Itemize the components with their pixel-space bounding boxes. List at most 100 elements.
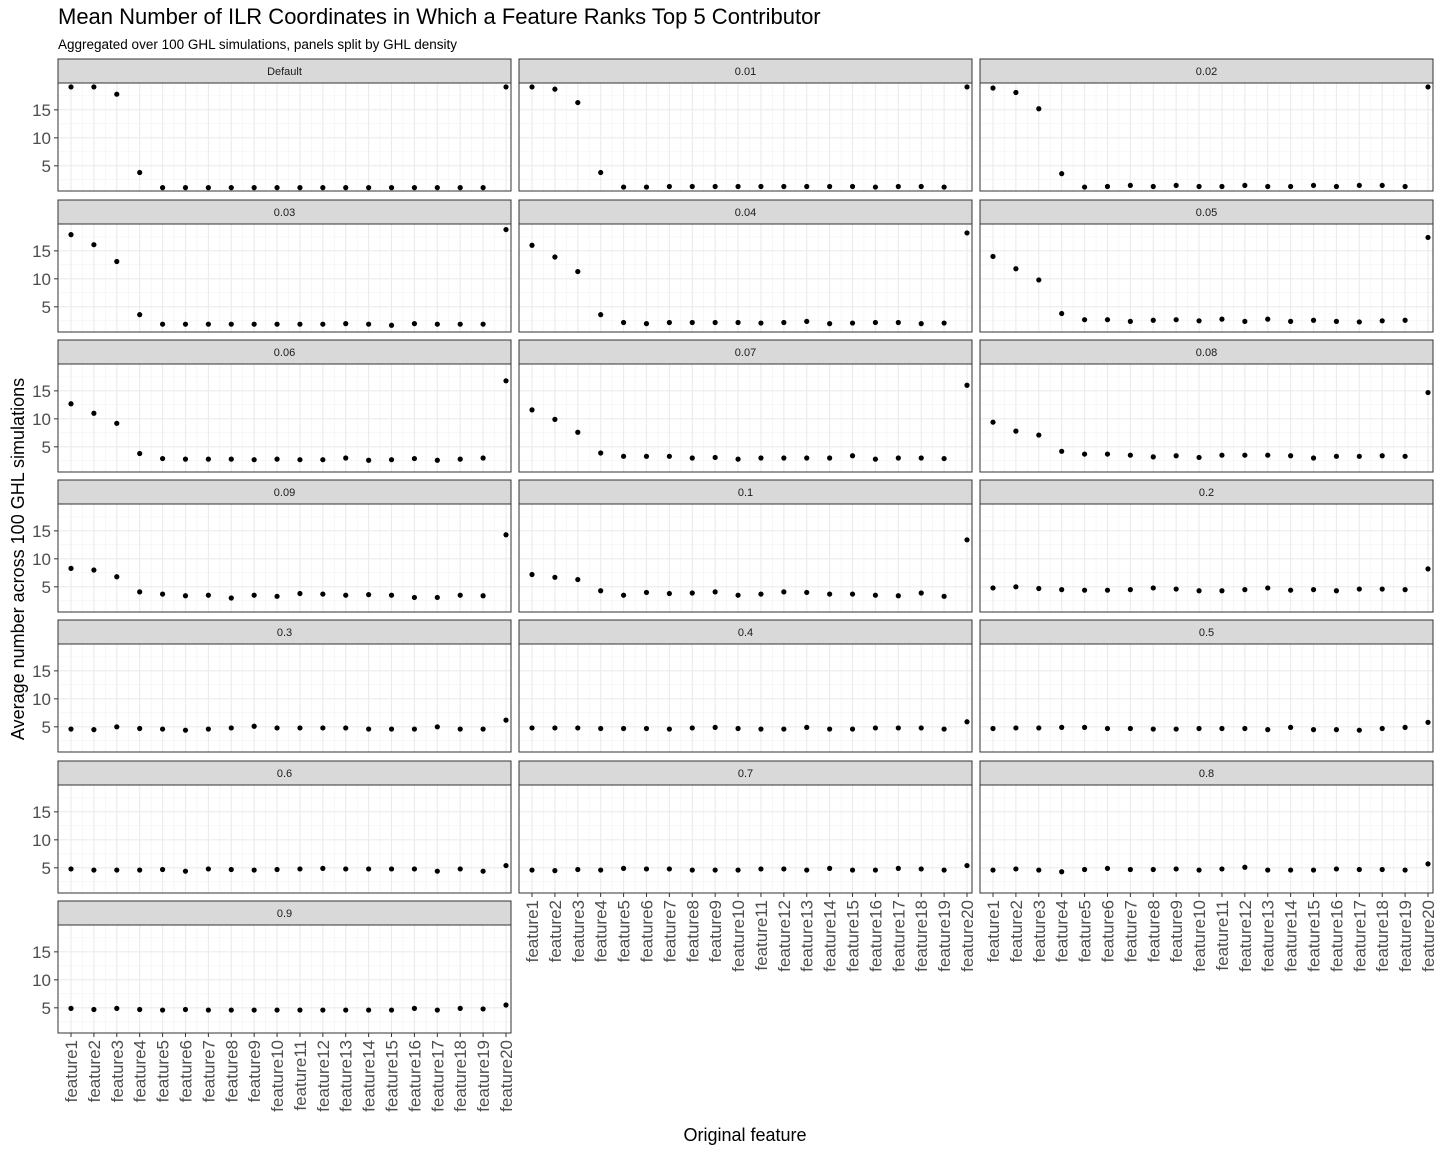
x-tick-label: feature8 xyxy=(683,900,702,962)
panel-border xyxy=(57,503,512,613)
data-point xyxy=(964,862,970,869)
data-point xyxy=(804,867,810,873)
data-point xyxy=(1379,318,1385,324)
panel-background xyxy=(980,785,1433,893)
data-point xyxy=(643,453,650,459)
data-point xyxy=(457,726,463,732)
data-point xyxy=(205,321,211,327)
data-point xyxy=(205,456,211,462)
data-point xyxy=(1104,451,1111,457)
data-point xyxy=(205,866,211,872)
data-point xyxy=(480,455,486,461)
x-tick-label: feature19 xyxy=(474,1040,493,1112)
data-point xyxy=(274,185,280,191)
data-point xyxy=(114,258,120,265)
y-tick-label: 5 xyxy=(42,859,51,878)
data-point xyxy=(1242,864,1248,870)
data-point xyxy=(1013,725,1019,731)
data-point xyxy=(68,565,74,571)
data-point xyxy=(1150,585,1156,591)
panel-background xyxy=(519,83,972,191)
data-point xyxy=(91,727,97,733)
data-point xyxy=(320,457,326,463)
data-point xyxy=(68,401,74,407)
data-point xyxy=(434,321,440,327)
data-point xyxy=(1265,316,1271,322)
data-point xyxy=(598,588,604,594)
data-point xyxy=(411,726,418,732)
data-point xyxy=(1288,587,1294,593)
facet-panel: 0.02 xyxy=(979,58,1434,192)
data-point xyxy=(68,232,74,238)
panel-border xyxy=(57,643,512,753)
x-tick-label: feature20 xyxy=(958,900,977,972)
data-point xyxy=(895,865,901,871)
y-tick-label: 10 xyxy=(32,270,51,289)
data-point xyxy=(1310,867,1317,873)
data-point xyxy=(320,1007,326,1013)
data-point xyxy=(251,1007,257,1013)
data-point xyxy=(758,320,764,326)
data-point xyxy=(159,185,166,191)
x-tick-label: feature14 xyxy=(360,1040,379,1112)
x-tick-label: feature9 xyxy=(1167,900,1186,962)
y-tick-label: 15 xyxy=(32,662,51,681)
data-point xyxy=(1242,587,1248,593)
data-point xyxy=(918,590,924,596)
data-point xyxy=(1081,587,1088,593)
panel-border xyxy=(57,82,512,192)
facet-panel: 0.3 5 10 15 xyxy=(32,619,512,753)
data-point xyxy=(781,866,787,872)
facet-strip xyxy=(57,58,512,84)
data-point xyxy=(575,268,581,275)
facet-strip xyxy=(518,199,973,225)
facet-strip-label: 0.03 xyxy=(274,207,295,219)
data-point xyxy=(1036,725,1042,731)
data-point xyxy=(366,1007,372,1013)
panel-border xyxy=(979,503,1434,613)
data-point xyxy=(182,185,189,191)
data-point xyxy=(1379,586,1385,592)
x-tick-label: feature7 xyxy=(1121,900,1140,962)
data-point xyxy=(598,169,604,176)
data-point xyxy=(620,319,627,326)
data-point xyxy=(182,456,189,462)
data-point xyxy=(91,567,97,573)
data-point xyxy=(1219,866,1225,872)
data-point xyxy=(182,593,189,599)
chart-title: Mean Number of ILR Coordinates in Which … xyxy=(58,4,821,29)
data-point xyxy=(620,592,627,598)
data-point xyxy=(1036,432,1042,438)
data-point xyxy=(552,416,558,422)
data-point xyxy=(1425,566,1431,572)
data-point xyxy=(1173,726,1179,732)
panel-background xyxy=(58,83,511,191)
data-point xyxy=(388,457,395,463)
facet-strip-label: Default xyxy=(267,66,302,78)
data-point xyxy=(1150,726,1156,732)
data-point xyxy=(1219,725,1225,732)
panel-background xyxy=(58,925,511,1033)
data-point xyxy=(643,725,650,732)
data-point xyxy=(552,868,558,874)
data-point xyxy=(114,91,120,97)
data-point xyxy=(575,725,581,731)
panel-border xyxy=(518,503,973,613)
data-point xyxy=(1356,453,1362,459)
data-point xyxy=(804,183,810,190)
data-point xyxy=(159,591,166,597)
panel-border xyxy=(518,784,973,894)
data-point xyxy=(735,867,741,873)
x-tick-label: feature12 xyxy=(1236,900,1255,972)
data-point xyxy=(1425,234,1431,241)
data-point xyxy=(964,537,970,543)
data-point xyxy=(159,455,166,462)
x-tick-label: feature20 xyxy=(1419,900,1438,972)
y-tick-label: 10 xyxy=(32,831,51,850)
data-point xyxy=(228,866,234,873)
data-point xyxy=(1127,866,1133,873)
panel-background xyxy=(58,504,511,612)
data-point xyxy=(297,457,303,463)
y-tick-label: 5 xyxy=(42,298,51,317)
